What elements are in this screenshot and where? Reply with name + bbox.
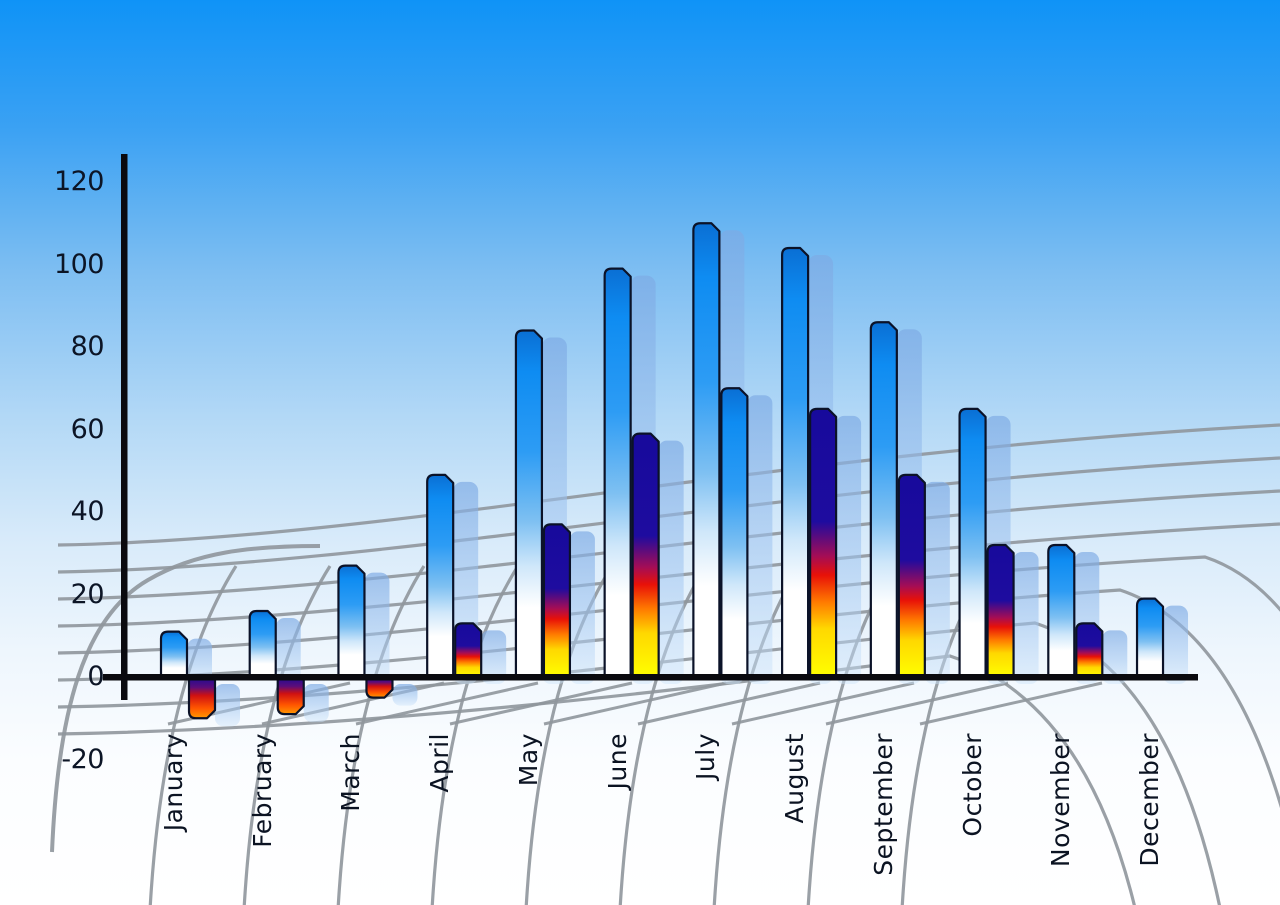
bar-may-series1 — [514, 329, 544, 679]
grid-line — [57, 423, 1280, 547]
bar-shadow-may-series2 — [569, 531, 595, 684]
grid-line — [919, 681, 1103, 726]
grid-line — [148, 565, 238, 905]
y-axis-line — [121, 154, 128, 700]
x-label-november: November — [1046, 733, 1076, 868]
y-tick-label-100: 100 — [53, 248, 105, 280]
bar-february-series2 — [276, 675, 305, 716]
x-label-september: September — [868, 733, 898, 876]
bar-shadow-september-series2 — [924, 481, 950, 684]
grid-line — [543, 681, 727, 726]
bar-shadow-february-series1 — [275, 618, 301, 684]
bar-july-series2 — [720, 387, 749, 679]
grid-line — [355, 681, 539, 726]
grid-line — [731, 681, 915, 726]
x-label-march: March — [336, 733, 366, 812]
bar-shadow-july-series2 — [747, 395, 773, 684]
bar-november-series2 — [1075, 622, 1104, 679]
y-tick-label-40: 40 — [70, 496, 105, 527]
bar-shadow-january-series2 — [215, 684, 240, 727]
grid-line — [50, 544, 321, 853]
grid-line — [57, 588, 1280, 809]
axes-layer — [103, 154, 1198, 700]
bar-december-series1 — [1135, 597, 1165, 679]
x-label-april: April — [425, 733, 455, 793]
bar-april-series2 — [454, 622, 483, 679]
y-tick-label-20: 20 — [70, 578, 105, 610]
bar-shadow-december-series1 — [1163, 605, 1189, 684]
bar-september-series1 — [869, 321, 898, 679]
bar-april-series1 — [426, 473, 455, 679]
x-label-august: August — [780, 733, 810, 824]
x-label-february: February — [247, 733, 277, 848]
bar-september-series2 — [897, 473, 926, 679]
grid-line — [430, 565, 520, 905]
x-label-june: June — [602, 733, 632, 790]
bar-january-series1 — [159, 630, 189, 679]
grid-line — [618, 565, 708, 905]
grid-line — [825, 681, 1009, 726]
bar-march-series1 — [337, 564, 366, 679]
bar-august-series2 — [809, 407, 838, 679]
grid-line — [336, 565, 426, 905]
grid-line — [242, 565, 332, 905]
bar-shadow-october-series2 — [1013, 552, 1039, 684]
bar-shadow-november-series2 — [1102, 630, 1128, 684]
y-tick-label-60: 60 — [70, 413, 105, 445]
grid-line — [449, 681, 633, 726]
y-tick-label-80: 80 — [70, 331, 105, 362]
bar-february-series1 — [248, 609, 277, 679]
y-tick-label-0: 0 — [87, 661, 104, 692]
bar-shadow-january-series1 — [187, 638, 212, 684]
x-label-january: January — [159, 733, 188, 832]
x-label-july: July — [691, 733, 721, 780]
bar-june-series2 — [631, 432, 660, 679]
bar-july-series1 — [692, 222, 721, 679]
grid-line — [57, 489, 1280, 601]
x-label-october: October — [957, 733, 987, 837]
bar-august-series1 — [781, 246, 810, 679]
bar-november-series1 — [1047, 543, 1076, 679]
bars-layer — [159, 222, 1189, 727]
bar-shadow-march-series2 — [392, 684, 418, 706]
x-label-december: December — [1135, 733, 1165, 867]
bar-october-series1 — [958, 407, 987, 679]
bar-shadow-february-series2 — [303, 684, 329, 723]
bar-october-series2 — [986, 543, 1015, 679]
x-label-may: May — [513, 733, 543, 787]
y-tick-label-120: 120 — [53, 166, 105, 197]
grid-line — [57, 456, 1280, 574]
y-tick-label--20: -20 — [61, 743, 104, 775]
bar-shadow-june-series2 — [658, 440, 684, 684]
bar-shadow-march-series1 — [364, 572, 390, 684]
bar-may-series2 — [542, 523, 572, 679]
bar-shadow-april-series2 — [481, 630, 507, 684]
bar-january-series2 — [187, 675, 217, 720]
x-axis-line — [103, 674, 1198, 681]
bar-shadow-august-series2 — [836, 415, 862, 684]
grid-line — [637, 681, 821, 726]
bar-march-series2 — [365, 675, 394, 699]
bar-june-series1 — [603, 267, 632, 679]
